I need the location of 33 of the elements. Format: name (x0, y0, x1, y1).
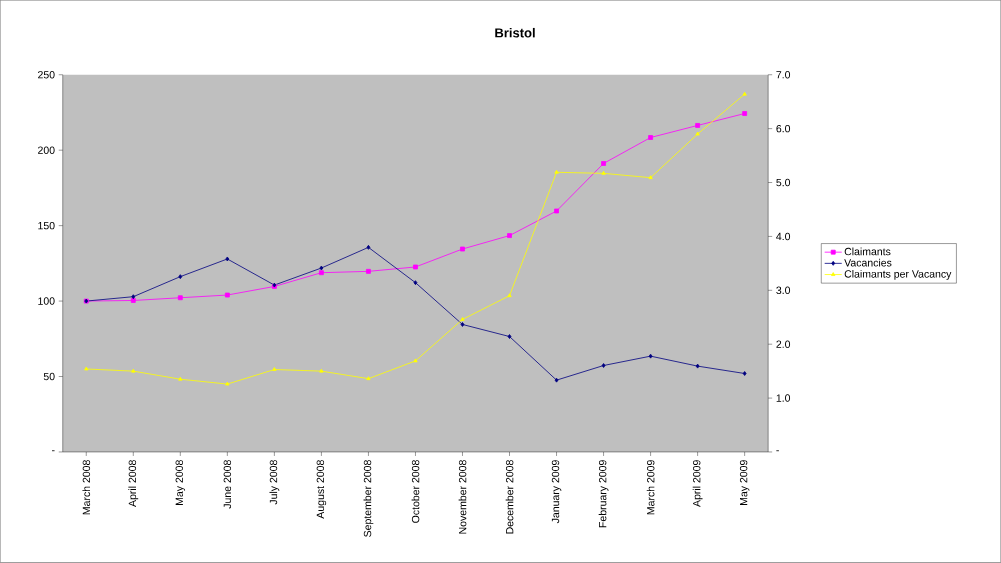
y-tick-label: 150 (38, 222, 55, 230)
x-tick-label: March 2008 (82, 460, 91, 515)
x-tick-label: September 2008 (363, 460, 374, 538)
y-tick-label: 200 (38, 146, 55, 155)
y-tick-label: 250 (38, 71, 55, 79)
x-tick-label: July 2008 (269, 460, 280, 505)
x-tick-label: June 2008 (223, 460, 232, 509)
y2-tick-label: 4.0 (776, 232, 791, 241)
x-tick-label: May 2008 (175, 460, 186, 506)
y2-tick-label: 6.0 (776, 125, 791, 133)
y2-tick-label: 2.0 (776, 340, 791, 349)
y-tick-label: 50 (43, 372, 55, 381)
legend-label: Vacancies (844, 258, 892, 267)
x-tick-label: October 2008 (411, 460, 420, 523)
x-tick-label: February 2009 (598, 460, 609, 528)
y-tick-label: 100 (38, 297, 55, 305)
legend-label: Claimants per Vacancy (844, 270, 952, 280)
y2-tick-label: 3.0 (776, 286, 791, 295)
x-tick-label: January 2009 (551, 460, 562, 524)
x-tick-label: March 2009 (646, 460, 655, 515)
x-tick-label: December 2008 (505, 460, 514, 534)
x-tick-label: April 2009 (692, 460, 703, 508)
y2-tick-label: 7.0 (776, 71, 791, 79)
x-tick-label: April 2008 (128, 460, 139, 508)
y-tick-label: - (52, 450, 55, 452)
y2-tick-label: 1.0 (776, 394, 791, 402)
x-tick-label: August 2008 (316, 460, 327, 519)
x-tick-label: May 2009 (739, 460, 750, 506)
x-tick-label: November 2008 (458, 460, 467, 534)
legend-label: Claimants (844, 247, 891, 256)
chart-title: Bristol (495, 28, 535, 38)
y2-tick-label: - (776, 450, 779, 452)
y2-tick-label: 5.0 (776, 178, 791, 187)
